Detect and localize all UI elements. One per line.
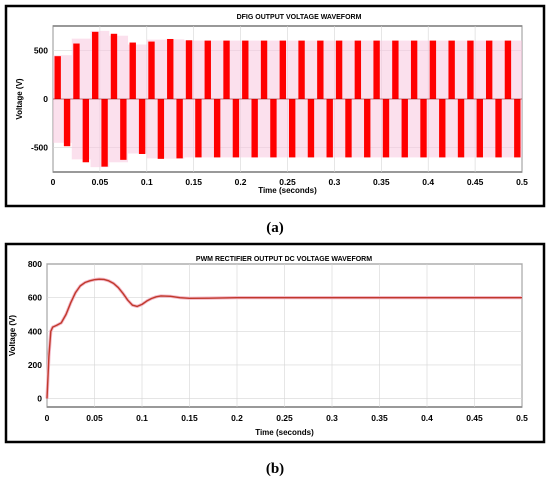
chart-b-ticks: 0 0.05 0.1 0.15 0.2 0.25 0.3 0.35 0.4 0.45 0.5 0 200… [28, 259, 528, 423]
positive-pulse [279, 40, 286, 99]
x-tick-label: 0.45 [466, 413, 483, 423]
x-tick-label: 0 [51, 177, 56, 187]
negative-pulse [401, 99, 408, 158]
positive-pulse [298, 40, 305, 99]
y-tick-label: -500 [31, 143, 48, 153]
positive-pulse [92, 31, 99, 100]
x-tick-label: 0.25 [276, 413, 293, 423]
x-tick-label: 0.45 [467, 177, 484, 187]
chart-b-ylabel: Voltage (V) [8, 315, 17, 357]
positive-pulse [429, 40, 437, 99]
x-tick-label: 0.2 [231, 413, 243, 423]
x-tick-label: 0.1 [141, 177, 153, 187]
positive-pulse [54, 56, 61, 99]
negative-pulse [364, 99, 371, 158]
positive-pulse [373, 40, 380, 99]
positive-pulse [504, 40, 512, 99]
negative-pulse [270, 99, 277, 158]
positive-pulse [242, 40, 249, 99]
y-tick-label: 400 [28, 326, 42, 336]
positive-pulse [448, 40, 455, 99]
y-tick-label: 500 [34, 45, 48, 55]
chart-b-data [45, 277, 522, 399]
x-tick-label: 0.1 [136, 413, 148, 423]
negative-pulse [176, 99, 183, 159]
x-tick-label: 0.3 [328, 177, 340, 187]
y-tick-label: 0 [37, 394, 42, 404]
y-tick-label: 600 [28, 293, 42, 303]
caption-a: (a) [266, 220, 284, 236]
negative-pulse [138, 99, 146, 154]
negative-pulse [63, 99, 71, 147]
negative-pulse [232, 99, 240, 158]
negative-pulse [82, 99, 90, 163]
positive-pulse [410, 40, 418, 99]
x-tick-label: 0.5 [516, 177, 528, 187]
positive-pulse [354, 40, 362, 99]
negative-pulse [157, 99, 165, 159]
negative-pulse [514, 99, 521, 158]
negative-pulse [120, 99, 127, 160]
chart-a-title: DFIG OUTPUT VOLTAGE WAVEFORM [237, 14, 362, 21]
chart-b-xlabel: Time (seconds) [255, 428, 314, 437]
chart-b-title: PWM RECTIFIER OUTPUT DC VOLTAGE WAVEFORM [196, 256, 372, 263]
positive-pulse [485, 40, 493, 99]
positive-pulse [317, 40, 324, 99]
negative-pulse [195, 99, 202, 158]
positive-pulse [467, 40, 474, 99]
positive-pulse [167, 38, 174, 99]
chart-a-ylabel: Voltage (V) [15, 78, 24, 120]
chart-a-data [53, 30, 522, 168]
negative-pulse [495, 99, 502, 158]
x-tick-label: 0.05 [86, 413, 103, 423]
x-tick-label: 0.35 [371, 413, 388, 423]
positive-pulse [335, 40, 343, 99]
positive-pulse [223, 40, 230, 99]
chart-a-ticks: 0 0.05 0.1 0.15 0.2 0.25 0.3 0.35 0.4 0.45 0.5 500 0… [31, 45, 528, 187]
negative-pulse [382, 99, 390, 158]
x-tick-label: 0.15 [185, 177, 202, 187]
y-tick-label: 0 [43, 94, 48, 104]
negative-pulse [457, 99, 465, 158]
negative-pulse [345, 99, 352, 158]
positive-pulse [110, 33, 118, 99]
x-tick-label: 0.3 [326, 413, 338, 423]
chart-panel-b: PWM RECTIFIER OUTPUT DC VOLTAGE WAVEFORM… [4, 242, 546, 444]
x-tick-label: 0.4 [421, 413, 433, 423]
positive-pulse [204, 40, 211, 99]
caption-b: (b) [266, 461, 284, 477]
negative-pulse [420, 99, 427, 158]
positive-pulse [129, 42, 136, 99]
negative-pulse [476, 99, 483, 158]
y-tick-label: 800 [28, 259, 42, 269]
negative-pulse [251, 99, 258, 158]
x-tick-label: 0.25 [279, 177, 296, 187]
negative-pulse [213, 99, 221, 158]
positive-pulse [392, 40, 399, 99]
negative-pulse [307, 99, 315, 158]
series-line [46, 278, 522, 399]
x-tick-label: 0.5 [516, 413, 528, 423]
positive-pulse [148, 41, 155, 99]
x-tick-label: 0.4 [422, 177, 434, 187]
chart-a-xlabel: Time (seconds) [258, 186, 317, 195]
positive-pulse [185, 40, 193, 99]
x-tick-label: 0.35 [373, 177, 390, 187]
x-tick-label: 0.05 [92, 177, 109, 187]
positive-pulse [73, 43, 80, 99]
negative-pulse [439, 99, 446, 158]
x-tick-label: 0 [45, 413, 50, 423]
negative-pulse [101, 99, 108, 167]
positive-pulse [260, 40, 268, 99]
x-tick-label: 0.2 [235, 177, 247, 187]
y-tick-label: 200 [28, 360, 42, 370]
chart-panel-a: DFIG OUTPUT VOLTAGE WAVEFORM 0 0.05 0.1 0.1… [4, 4, 546, 208]
x-tick-label: 0.15 [181, 413, 198, 423]
negative-pulse [289, 99, 296, 158]
negative-pulse [326, 99, 333, 158]
